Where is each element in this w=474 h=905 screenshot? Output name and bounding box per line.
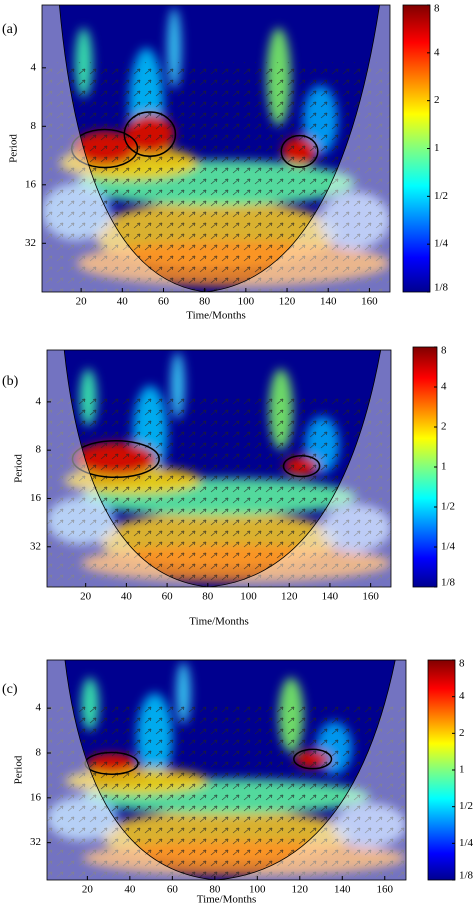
- colorbar-tick-label: 1/4: [434, 238, 449, 250]
- plot-area: [47, 350, 391, 587]
- panel: 20 40 60 80 100 120 140 160 4 8 16 32 Time/Months Per…: [2, 3, 449, 322]
- x-tick-label: 60: [158, 296, 170, 308]
- y-tick-label: 16: [30, 492, 42, 504]
- colorbar-tick-label: 4: [459, 690, 465, 702]
- panel: 20 40 60 80 100 120 140 160 4 8 16 32 Time/Months Per…: [2, 345, 456, 628]
- plot-area: [47, 660, 406, 880]
- colorbar-tick-label: 1/2: [459, 800, 473, 812]
- colorbar-tick-label: 2: [459, 727, 465, 739]
- y-tick-label: 16: [30, 791, 42, 803]
- significance-contour: [280, 134, 319, 168]
- colorbar-tick-label: 1/8: [434, 282, 449, 294]
- x-tick-label: 80: [199, 296, 211, 308]
- plot-area: [42, 5, 390, 292]
- x-tick-label: 100: [238, 296, 255, 308]
- cone-overlay: [47, 660, 406, 880]
- x-tick-label: 80: [202, 591, 214, 603]
- y-tick-label: 4: [31, 61, 37, 73]
- colorbar-tick-label: 1/4: [441, 541, 456, 553]
- x-tick-label: 40: [124, 884, 136, 896]
- x-tick-label: 120: [292, 884, 309, 896]
- x-tick-label: 140: [322, 591, 339, 603]
- y-axis-label: Period: [13, 755, 25, 784]
- x-axis-label: Time/Months: [189, 616, 249, 628]
- y-tick-label: 4: [36, 702, 42, 714]
- colorbar-tick-label: 2: [441, 421, 447, 433]
- phase-arrows: [42, 62, 390, 292]
- y-tick-label: 8: [31, 120, 37, 132]
- colorbar-tick-label: 1: [434, 142, 440, 154]
- x-tick-label: 60: [167, 884, 179, 896]
- x-tick-label: 100: [240, 591, 257, 603]
- x-tick-label: 40: [121, 591, 133, 603]
- colorbar: [412, 346, 438, 588]
- y-tick-label: 4: [36, 395, 42, 407]
- colorbar-tick-label: 8: [434, 3, 440, 15]
- x-tick-label: 140: [334, 884, 351, 896]
- significance-contour: [123, 111, 177, 157]
- panel: 20 40 60 80 100 120 140 160 4 8 16 32 Time/Months Per…: [2, 658, 474, 905]
- x-tick-label: 120: [281, 591, 298, 603]
- significance-contour: [71, 440, 160, 479]
- significance-contour: [282, 454, 321, 478]
- panel-label: (b): [2, 374, 19, 389]
- phase-arrows: [47, 704, 406, 880]
- plot-frame: [41, 4, 391, 293]
- x-tick-label: 80: [209, 884, 221, 896]
- x-tick-label: 160: [377, 884, 394, 896]
- x-tick-label: 40: [117, 296, 129, 308]
- colorbar-tick-label: 1/8: [441, 577, 456, 589]
- y-tick-label: 32: [25, 237, 36, 249]
- phase-arrows: [47, 397, 391, 587]
- colorbar-tick-label: 1/2: [434, 190, 448, 202]
- x-tick-label: 160: [362, 591, 379, 603]
- y-tick-label: 8: [36, 747, 42, 759]
- x-tick-label: 20: [80, 591, 92, 603]
- x-axis-label: Time/Months: [186, 310, 246, 322]
- colorbar-tick-label: 2: [434, 94, 440, 106]
- cone-of-influence: [63, 350, 382, 587]
- significance-contour: [84, 751, 139, 776]
- y-tick-label: 32: [30, 540, 41, 552]
- x-tick-label: 120: [279, 296, 296, 308]
- significance-contour: [71, 128, 139, 169]
- y-axis-label: Period: [13, 454, 25, 483]
- y-tick-label: 8: [36, 444, 42, 456]
- cone-overlay: [47, 350, 391, 587]
- panel-label: (c): [2, 682, 18, 697]
- colorbar-tick-label: 4: [434, 46, 440, 58]
- colorbar-tick-label: 1/4: [459, 837, 474, 849]
- cone-of-influence: [59, 5, 380, 292]
- cone-overlay: [42, 5, 390, 292]
- x-tick-label: 20: [76, 296, 88, 308]
- x-tick-label: 160: [361, 296, 378, 308]
- y-tick-label: 32: [30, 836, 41, 848]
- panel-label: (a): [2, 22, 18, 37]
- plot-frame: [46, 659, 407, 881]
- x-tick-label: 100: [249, 884, 266, 896]
- y-tick-label: 16: [25, 178, 37, 190]
- y-axis-label: Period: [8, 134, 20, 163]
- colorbar: [427, 659, 456, 881]
- colorbar-tick-label: 8: [441, 345, 447, 357]
- colorbar-tick-label: 1: [459, 764, 465, 776]
- colorbar-tick-label: 1/8: [459, 870, 474, 882]
- significance-contour: [293, 748, 333, 770]
- plot-frame: [46, 349, 392, 588]
- colorbar-tick-label: 4: [441, 381, 447, 393]
- x-axis-label: Time/Months: [197, 894, 257, 905]
- x-tick-label: 60: [162, 591, 174, 603]
- colorbar-tick-label: 1: [441, 461, 447, 473]
- colorbar-tick-label: 1/2: [441, 501, 455, 513]
- x-tick-label: 20: [82, 884, 94, 896]
- x-tick-label: 140: [320, 296, 337, 308]
- colorbar-tick-label: 8: [459, 658, 465, 670]
- colorbar: [402, 4, 431, 293]
